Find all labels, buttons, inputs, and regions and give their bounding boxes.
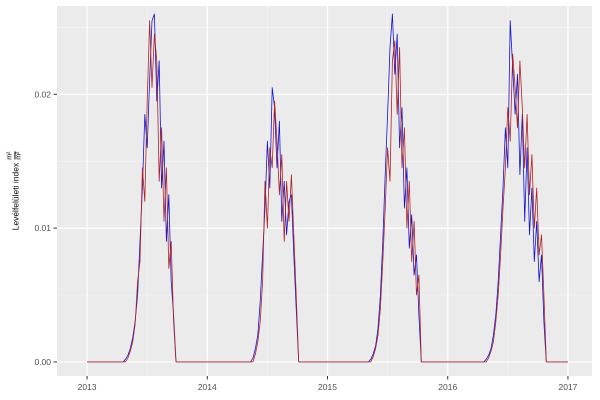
x-tick-label: 2015 [318,382,337,392]
plot-panel [57,6,592,376]
y-axis-label: Levélfelületi index m² m² [6,151,24,231]
y-axis-label-text: Levélfelületi index [10,162,20,231]
x-tick-label: 2014 [198,382,217,392]
series-line-dark-red [87,20,568,363]
y-axis-label-fraction: m² m² [6,151,24,160]
y-tick-label: 0.01 [34,223,51,233]
y-tick-label: 0.02 [34,89,51,99]
y-axis-fraction-denominator: m² [14,151,24,160]
y-tick-label: 0.00 [34,357,51,367]
x-tick-label: 2017 [558,382,577,392]
y-axis-fraction-numerator: m² [6,151,14,160]
x-tick-label: 2016 [438,382,457,392]
x-tick-label: 2013 [78,382,97,392]
